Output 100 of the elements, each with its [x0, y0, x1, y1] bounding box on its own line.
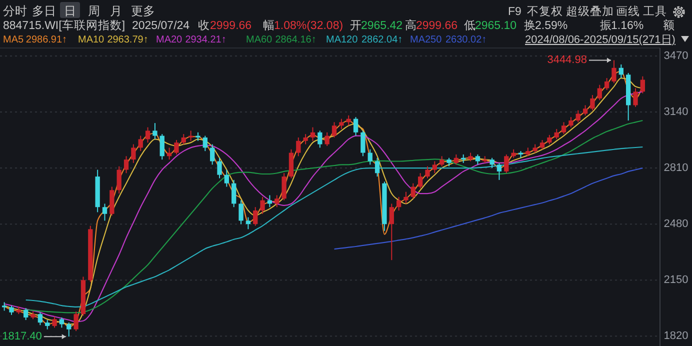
text: 周: [88, 4, 100, 18]
candlestick: [303, 134, 308, 145]
text: 2999.66: [416, 20, 458, 32]
annotation: 3444.98: [547, 54, 587, 66]
candlestick: [138, 135, 143, 152]
text: 1.08%(32.08): [274, 20, 344, 32]
candlestick: [604, 78, 610, 90]
text: 2965.42: [361, 20, 403, 32]
candlestick: [396, 196, 402, 211]
text: MA10: [78, 34, 105, 46]
candlestick: [561, 122, 566, 135]
text: 超级叠加: [566, 5, 614, 18]
text: 2630.02↑: [446, 34, 487, 46]
candlestick: [576, 110, 580, 123]
candlestick: [59, 316, 64, 328]
text: 1.16%: [611, 20, 644, 32]
text: 日: [64, 4, 76, 18]
candlestick: [418, 172, 423, 189]
candlestick: [160, 134, 164, 160]
candlestick: [496, 162, 502, 180]
text: 幅: [263, 19, 275, 32]
candlestick: [282, 172, 286, 201]
text: 2864.16↑: [275, 34, 316, 46]
candlestick: [116, 166, 122, 194]
text: 更多: [131, 4, 155, 18]
text: 月: [110, 4, 122, 18]
chart-title: 884715.WI[车联网指数]: [3, 18, 126, 32]
text: MA250: [410, 34, 442, 46]
candlestick: [640, 76, 645, 94]
text: 2.59%: [535, 20, 568, 32]
candlestick: [110, 186, 114, 216]
candlestick: [52, 316, 57, 328]
text: 2965.10: [475, 20, 517, 32]
candlestick: [253, 206, 258, 226]
candlestick: [145, 126, 150, 144]
candlestick: [181, 134, 186, 145]
candlestick: [389, 203, 394, 261]
candlestick: [597, 84, 602, 101]
candlestick: [590, 94, 595, 111]
candlestick: [410, 182, 416, 200]
candlestick: [490, 157, 494, 169]
candlestick: [339, 118, 344, 130]
y-tick-label: 2150: [664, 274, 688, 286]
candlestick: [274, 194, 280, 208]
y-tick-label: 1820: [664, 330, 688, 342]
candlestick: [202, 135, 208, 152]
candlestick: [131, 144, 136, 164]
candlestick: [288, 148, 294, 179]
candlestick: [425, 166, 430, 179]
line-series: [334, 168, 644, 250]
text: F9: [508, 6, 522, 18]
y-tick-label: 2810: [664, 162, 688, 174]
candlestick: [432, 160, 437, 174]
text: MA120: [326, 34, 358, 46]
text: 工具: [643, 5, 667, 18]
candlestick: [296, 136, 301, 157]
candlestick: [9, 305, 14, 316]
candlestick: [310, 126, 316, 142]
candlestick: [540, 140, 545, 150]
candlestick: [475, 154, 480, 166]
text: 不复权: [527, 5, 563, 18]
candlestick: [568, 116, 574, 128]
annotation: 1817.40: [2, 330, 42, 342]
text: 额: [663, 18, 675, 32]
candlestick: [582, 104, 588, 116]
candlestick: [353, 116, 358, 136]
text: 换: [524, 19, 536, 32]
candlestick: [210, 144, 215, 166]
text: 低: [464, 19, 476, 32]
text: 多日: [32, 4, 56, 18]
candlestick: [224, 169, 230, 188]
text: MA20: [156, 34, 183, 46]
candlestick: [404, 191, 408, 204]
text: 收: [198, 19, 210, 32]
text: 高: [405, 18, 417, 32]
candlestick: [38, 312, 43, 326]
text: 2986.91↑: [26, 34, 68, 46]
text: MA60: [246, 34, 273, 46]
text: 2025/07/24: [132, 20, 190, 32]
candlestick: [102, 203, 108, 222]
candlestick: [554, 128, 559, 140]
candlestick: [260, 196, 265, 214]
line-series: [25, 146, 644, 308]
candlestick: [612, 60, 616, 84]
candlestick: [324, 132, 330, 146]
text: 振: [600, 19, 612, 32]
candlestick: [618, 64, 624, 79]
text: 2024/08/06-2025/09/15(271日): [525, 34, 676, 46]
text: MA5: [3, 34, 24, 46]
y-tick-label: 3140: [664, 106, 688, 118]
candlestick: [318, 130, 322, 148]
candlestick: [246, 216, 251, 230]
candlestick: [152, 122, 158, 140]
candlestick: [504, 154, 509, 174]
candlestick: [217, 157, 222, 179]
candlestick: [238, 200, 244, 225]
candlestick: [124, 156, 129, 174]
candlestick: [360, 130, 366, 157]
text: 2934.21↑: [185, 34, 226, 46]
text: 开: [350, 19, 362, 32]
